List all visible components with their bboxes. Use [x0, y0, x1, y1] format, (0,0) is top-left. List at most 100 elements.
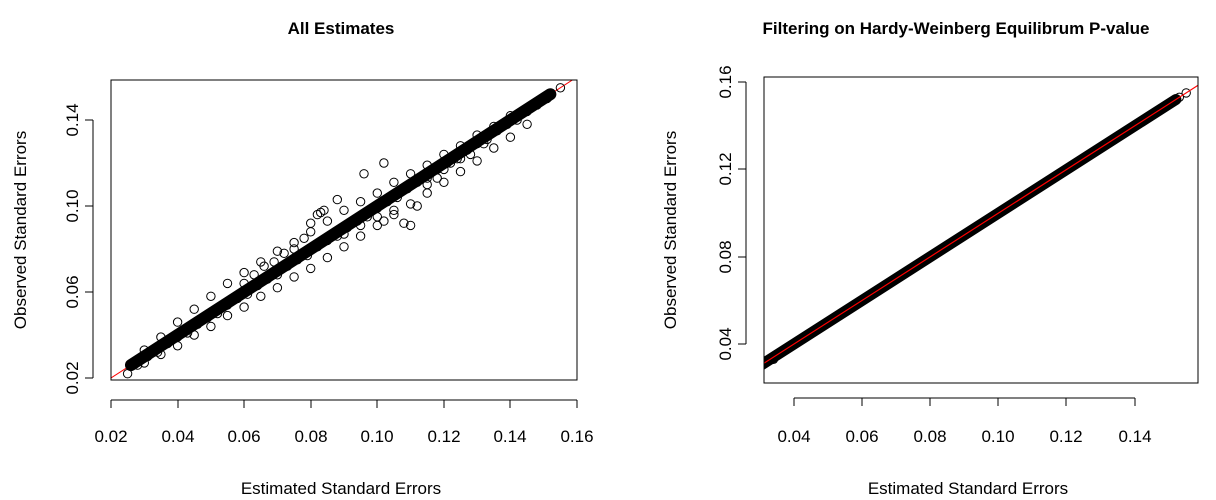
- scatter-point: [1096, 142, 1106, 153]
- scatter-point: [232, 293, 243, 304]
- y-axis-label: Observed Standard Errors: [661, 131, 680, 329]
- scatter-point: [512, 115, 522, 125]
- scatter-point: [379, 158, 389, 168]
- scatter-point: [332, 194, 342, 205]
- x-tick-label: 0.10: [360, 427, 393, 446]
- plot-frame: [763, 76, 1199, 384]
- scatter-point: [392, 192, 402, 203]
- scatter-point: [1137, 116, 1147, 127]
- scatter-point: [752, 366, 760, 374]
- scatter-point: [1041, 177, 1052, 188]
- scatter-point: [1109, 134, 1120, 144]
- x-axis: 0.02 0.04 0.06 0.08 0.10 0.12 0.14 0.16: [94, 399, 594, 446]
- scatter-point: [1000, 203, 1011, 214]
- scatter-point: [932, 247, 942, 258]
- scatter-point: [242, 289, 253, 299]
- scatter-point: [389, 209, 399, 220]
- scatter-point: [332, 231, 342, 241]
- scatter-point: [182, 328, 193, 338]
- point-cloud-main-band: [124, 88, 557, 372]
- scatter-point: [372, 188, 382, 198]
- scatter-point: [479, 139, 489, 149]
- x-tick-label: 0.06: [227, 427, 260, 446]
- scatter-point: [1082, 151, 1093, 161]
- scatter-point: [864, 291, 874, 301]
- scatter-point: [891, 273, 901, 284]
- scatter-point: [389, 205, 399, 216]
- scatter-point: [132, 360, 143, 370]
- y-tick-label: 0.04: [716, 327, 735, 360]
- scatter-point: [422, 173, 432, 183]
- scatter-point: [355, 220, 366, 231]
- scatter-point: [445, 158, 456, 168]
- plot-area: [752, 84, 1198, 374]
- scatter-point: [389, 177, 399, 188]
- y-tick-label: 0.14: [63, 103, 82, 136]
- x-tick-label: 0.14: [1118, 427, 1151, 446]
- scatter-point: [412, 177, 422, 188]
- scatter-point: [156, 332, 166, 342]
- scatter-point: [422, 179, 432, 190]
- x-axis-label: Estimated Standard Errors: [868, 479, 1068, 498]
- reference-line: [764, 84, 1198, 364]
- x-tick-label: 0.04: [777, 427, 810, 446]
- chart-filtered-hwe: Filtering on Hardy-Weinberg Equilibrum P…: [661, 19, 1199, 498]
- scatter-point: [412, 201, 422, 211]
- scatter-point: [359, 169, 369, 179]
- scatter-point: [319, 205, 329, 216]
- scatter-point: [272, 283, 283, 293]
- scatter-point: [312, 242, 323, 252]
- scatter-point: [1028, 186, 1038, 196]
- scatter-point: [206, 291, 216, 301]
- y-axis: 0.02 0.06 0.10 0.14: [63, 103, 94, 395]
- scatter-point: [306, 263, 316, 274]
- scatter-point: [796, 334, 806, 345]
- scatter-point: [837, 308, 847, 319]
- scatter-point: [339, 205, 349, 216]
- scatter-point: [432, 173, 442, 183]
- scatter-point: [172, 341, 183, 351]
- scatter-point: [1174, 92, 1185, 103]
- scatter-point: [379, 216, 389, 226]
- scatter-points: [122, 83, 566, 379]
- scatter-point: [306, 227, 316, 237]
- scatter-point: [439, 164, 449, 175]
- y-tick-label: 0.02: [63, 361, 82, 394]
- scatter-point: [139, 345, 150, 355]
- scatter-point: [289, 237, 299, 248]
- scatter-point: [402, 184, 412, 194]
- scatter-point: [465, 149, 476, 160]
- scatter-point: [372, 212, 382, 222]
- scatter-point: [222, 278, 233, 289]
- x-tick-label: 0.12: [427, 427, 460, 446]
- scatter-point: [339, 242, 349, 252]
- scatter-point: [282, 261, 293, 271]
- scatter-point: [239, 278, 249, 289]
- scatter-point: [422, 160, 432, 170]
- scatter-point: [502, 119, 512, 130]
- scatter-point: [959, 230, 970, 240]
- scatter-point: [405, 220, 416, 231]
- x-tick-label: 0.02: [94, 427, 127, 446]
- scatter-point: [455, 166, 466, 177]
- x-axis: 0.04 0.06 0.08 0.10 0.12 0.14: [777, 397, 1152, 446]
- scatter-point: [239, 302, 249, 312]
- y-axis: 0.04 0.08 0.12 0.16: [716, 65, 747, 361]
- x-tick-label: 0.08: [294, 427, 327, 446]
- scatter-point: [252, 280, 263, 291]
- scatter-point: [316, 207, 326, 218]
- scatter-point: [382, 197, 392, 207]
- scatter-points: [752, 88, 1191, 374]
- scatter-point: [355, 231, 366, 241]
- scatter-point: [322, 235, 333, 246]
- scatter-point: [262, 274, 273, 284]
- scatter-point: [946, 238, 956, 249]
- scatter-point: [439, 177, 449, 188]
- scatter-point: [152, 347, 163, 357]
- scatter-point: [489, 143, 499, 153]
- scatter-point: [289, 244, 299, 254]
- scatter-point: [272, 246, 283, 256]
- scatter-point: [764, 365, 765, 371]
- scatter-point: [505, 132, 516, 142]
